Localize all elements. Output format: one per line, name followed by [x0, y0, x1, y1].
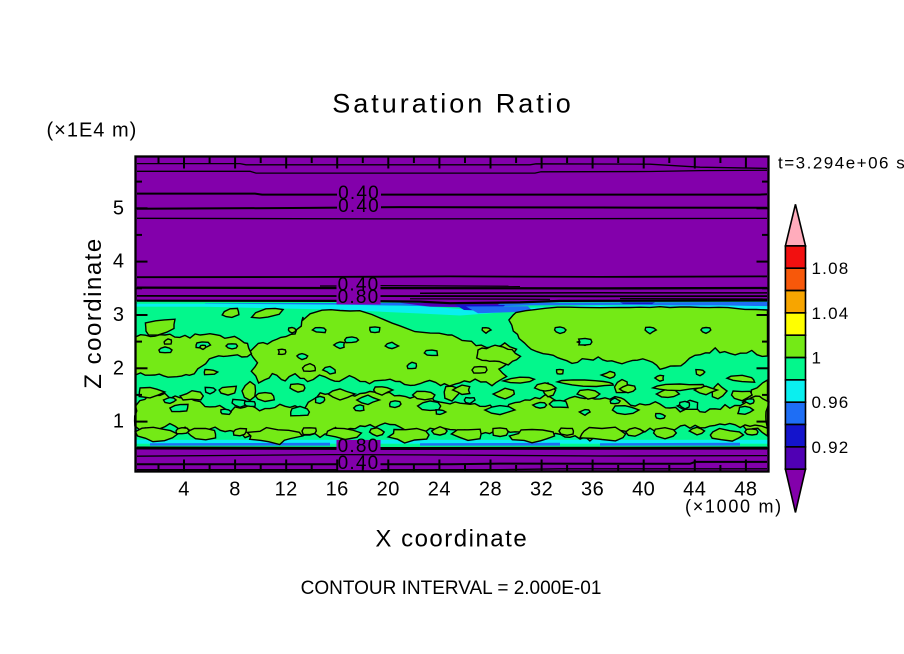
svg-text:44: 44 [683, 479, 706, 501]
svg-text:28: 28 [479, 479, 502, 501]
svg-text:5: 5 [113, 197, 125, 219]
svg-text:0.40: 0.40 [338, 453, 380, 474]
svg-text:32: 32 [530, 479, 553, 501]
svg-text:12: 12 [275, 479, 298, 501]
svg-text:1: 1 [113, 411, 125, 433]
svg-text:4: 4 [113, 251, 125, 273]
svg-text:1.08: 1.08 [812, 259, 850, 278]
svg-text:(×1E4 m): (×1E4 m) [47, 120, 138, 142]
svg-text:0.80: 0.80 [338, 287, 380, 308]
svg-text:8: 8 [229, 479, 241, 501]
svg-text:16: 16 [326, 479, 349, 501]
svg-text:24: 24 [428, 479, 451, 501]
svg-text:t=3.294e+06 s: t=3.294e+06 s [778, 154, 904, 173]
svg-text:2: 2 [113, 357, 125, 379]
svg-text:3: 3 [113, 304, 125, 326]
svg-text:0.40: 0.40 [338, 275, 380, 296]
svg-text:Z coordinate: Z coordinate [80, 237, 107, 388]
svg-text:0.40: 0.40 [338, 196, 380, 217]
svg-text:48: 48 [734, 479, 757, 501]
svg-text:40: 40 [632, 479, 655, 501]
svg-text:1.04: 1.04 [812, 304, 850, 323]
svg-text:20: 20 [377, 479, 400, 501]
svg-text:4: 4 [178, 479, 190, 501]
svg-text:X coordinate: X coordinate [375, 526, 528, 553]
svg-text:0.96: 0.96 [812, 393, 850, 412]
svg-text:(×1000 m): (×1000 m) [685, 497, 783, 517]
svg-text:0.92: 0.92 [812, 438, 850, 457]
svg-text:36: 36 [581, 479, 604, 501]
svg-text:0.40: 0.40 [338, 183, 380, 204]
svg-text:0.80: 0.80 [338, 436, 380, 457]
svg-text:1: 1 [812, 349, 823, 368]
svg-text:CONTOUR INTERVAL = 2.000E-01: CONTOUR INTERVAL = 2.000E-01 [301, 578, 602, 599]
svg-text:Saturation Ratio: Saturation Ratio [332, 89, 574, 119]
